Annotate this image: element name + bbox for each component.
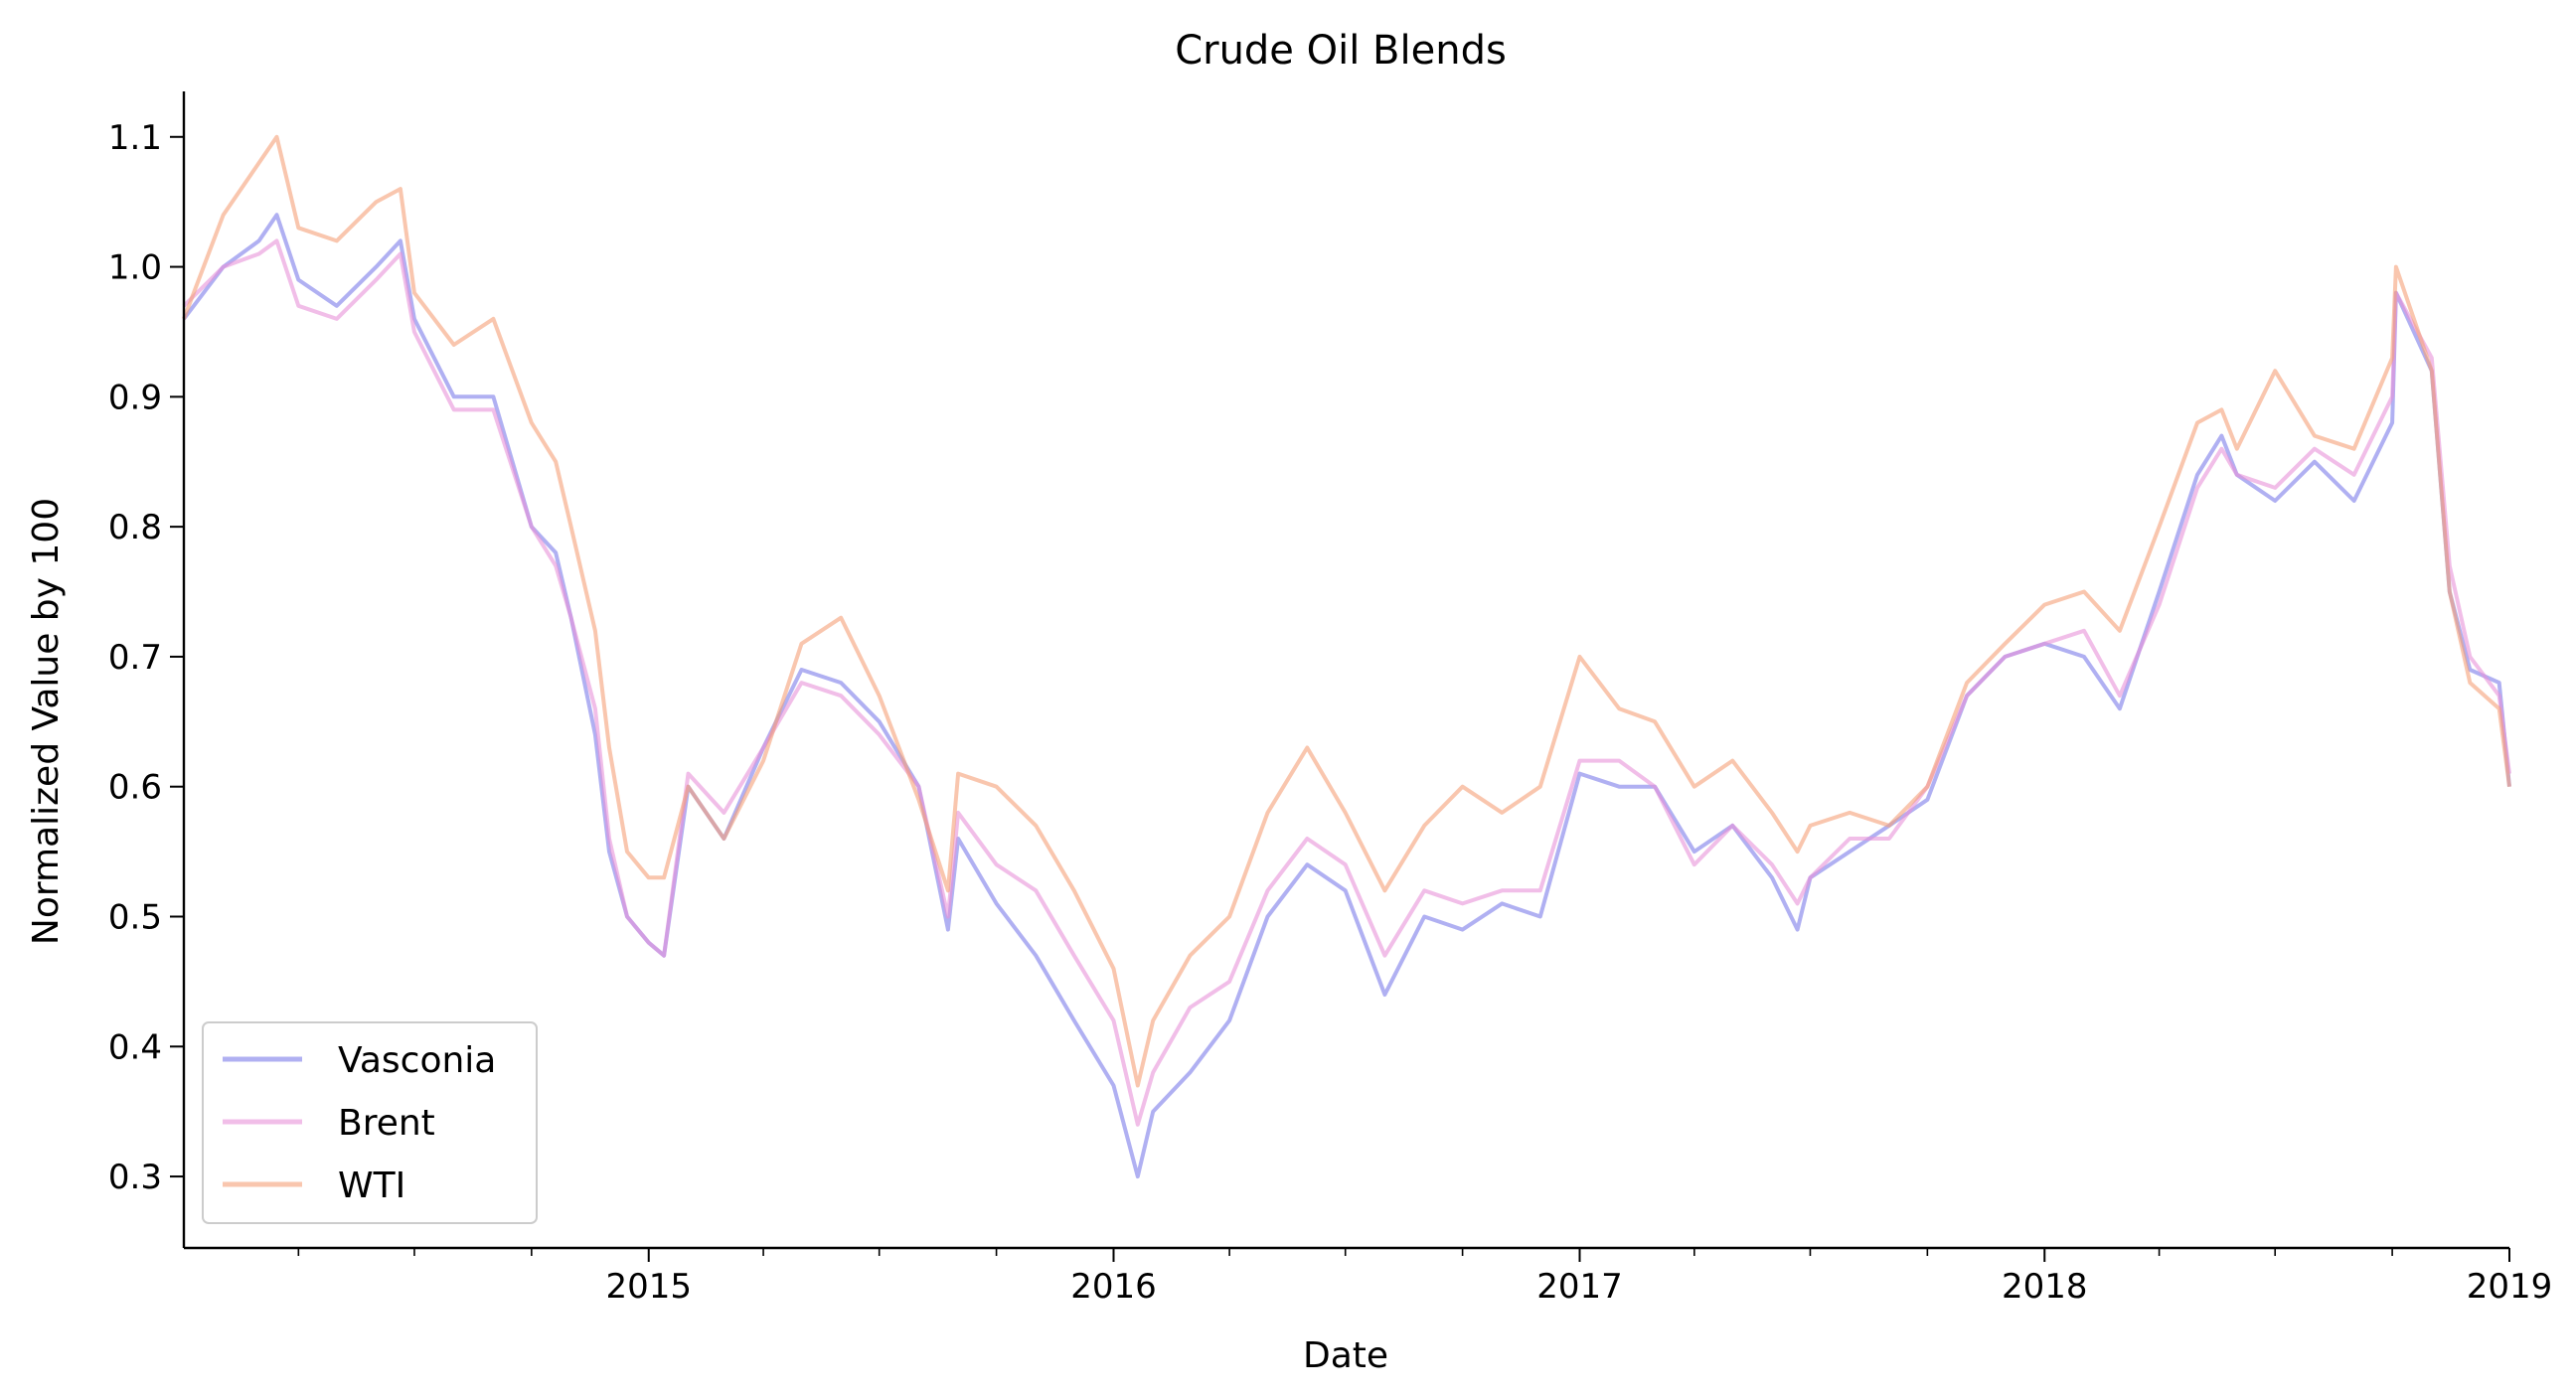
x-axis-label: Date	[1303, 1335, 1388, 1376]
y-tick-label: 0.6	[108, 768, 162, 808]
y-tick-label: 1.0	[108, 248, 162, 288]
y-ticks: 0.3 0.4 0.5 0.6 0.7 0.8 0.9 1.0 1.1	[108, 118, 184, 1197]
y-tick-label: 0.5	[108, 897, 162, 937]
y-tick-label: 0.8	[108, 508, 162, 547]
y-axis-label: Normalized Value by 100	[26, 498, 67, 945]
chart-title: Crude Oil Blends	[1175, 28, 1507, 74]
series-line-wti	[182, 134, 2511, 1088]
legend: Vasconia Brent WTI	[202, 1021, 538, 1224]
y-tick-label: 0.7	[108, 638, 162, 678]
y-tick-label: 0.9	[108, 378, 162, 417]
x-tick-label: 2017	[1536, 1267, 1623, 1307]
legend-label-brent: Brent	[338, 1103, 435, 1144]
series-line-brent	[182, 238, 2511, 1127]
legend-box	[202, 1021, 538, 1224]
x-tick-label: 2015	[605, 1267, 692, 1307]
axes	[182, 91, 2509, 1250]
x-tick-label: 2018	[2002, 1267, 2088, 1307]
legend-label-vasconia: Vasconia	[338, 1040, 496, 1081]
x-tick-label: 2019	[2467, 1267, 2553, 1307]
x-ticks: 2015 2016 2017 2018 2019	[297, 1248, 2553, 1307]
y-tick-label: 0.4	[108, 1027, 162, 1067]
y-tick-label: 1.1	[108, 118, 162, 158]
x-tick-label: 2016	[1070, 1267, 1157, 1307]
legend-label-wti: WTI	[338, 1165, 405, 1206]
series-line-vasconia	[182, 213, 2511, 1179]
plot-series	[182, 134, 2511, 1179]
y-tick-label: 0.3	[108, 1158, 162, 1197]
